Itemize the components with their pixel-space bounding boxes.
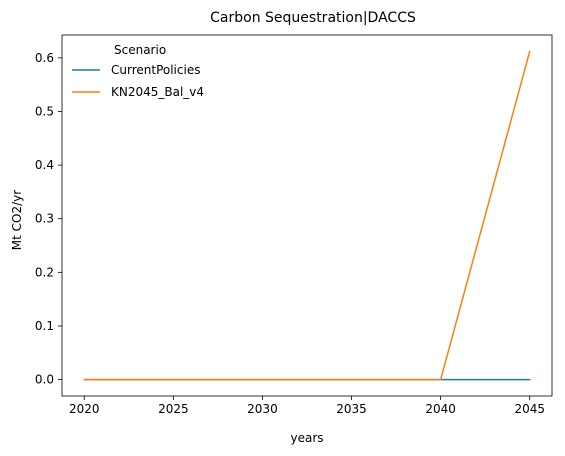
x-tick-label-2035: 2035 xyxy=(336,402,367,416)
y-tick-label-0.4: 0.4 xyxy=(35,158,54,172)
y-tick-label-0.5: 0.5 xyxy=(35,104,54,118)
x-tick-label-2030: 2030 xyxy=(247,402,278,416)
plot-frame xyxy=(61,34,553,397)
x-tick-label-2025: 2025 xyxy=(158,402,189,416)
x-tick-label-2040: 2040 xyxy=(425,402,456,416)
y-tick-label-0.3: 0.3 xyxy=(35,212,54,226)
x-tick-label-2020: 2020 xyxy=(69,402,100,416)
x-tick-label-2045: 2045 xyxy=(514,402,545,416)
y-tick-label-0.1: 0.1 xyxy=(35,319,54,333)
legend: Scenario CurrentPolicies KN2045_Bal_v4 xyxy=(72,43,204,99)
chart-title: Carbon Sequestration|DACCS xyxy=(210,10,416,26)
y-tick-label-0.6: 0.6 xyxy=(35,51,54,65)
x-axis-label: years xyxy=(290,431,323,445)
y-axis-label: Mt CO2/yr xyxy=(10,190,24,250)
plot-area: 2020 2025 2030 2035 2040 2045 0.0 0.1 0.2 0.3 0.4 0… xyxy=(35,34,553,416)
y-tick-label-0.0: 0.0 xyxy=(35,373,54,387)
legend-title: Scenario xyxy=(114,43,166,57)
y-tick-label-0.2: 0.2 xyxy=(35,265,54,279)
legend-label-CurrentPolicies: CurrentPolicies xyxy=(111,63,200,77)
series-line-KN2045_Bal_v4 xyxy=(83,50,531,381)
legend-label-KN2045_Bal_v4: KN2045_Bal_v4 xyxy=(111,85,204,99)
